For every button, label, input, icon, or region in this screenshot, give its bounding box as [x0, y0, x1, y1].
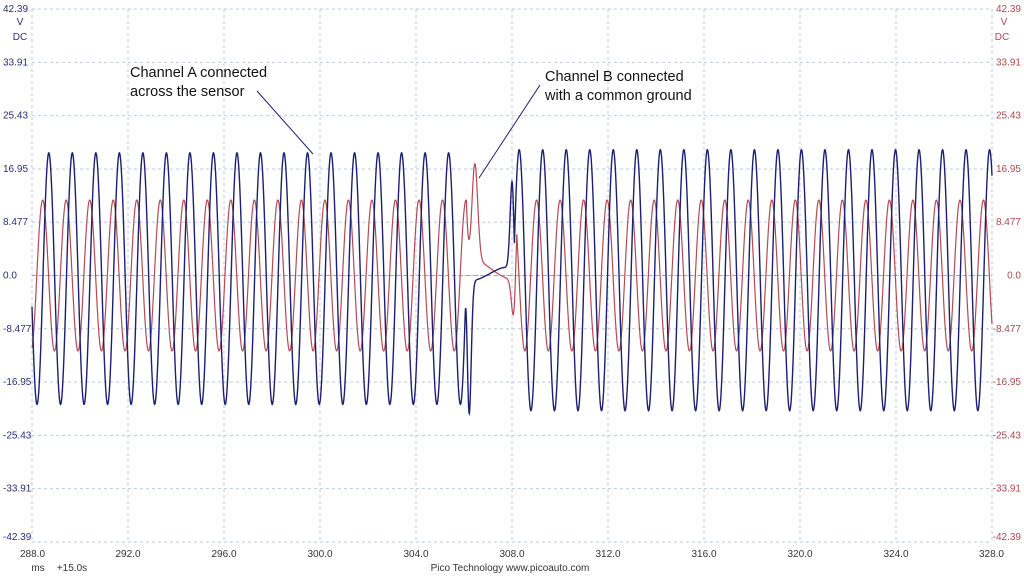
x-axis: ms +15.0s 288.0 292.0 296.0 300.0 304.0 308.0… — [20, 549, 1004, 574]
right-tick-label: 33.91 — [996, 57, 1021, 68]
x-tick-label: 316.0 — [691, 549, 716, 560]
right-y-axis: V DC 42.39 33.91 25.43 16.95 8.477 0.0 -8.477 -… — [993, 4, 1022, 543]
traces — [31, 148, 993, 417]
right-tick-label: -25.43 — [993, 430, 1022, 441]
right-tick-label: 8.477 — [996, 217, 1021, 228]
left-tick-label: -16.95 — [3, 377, 32, 388]
right-coupling-label: DC — [995, 32, 1009, 43]
annotation-channel-a-line: across the sensor — [130, 84, 245, 100]
x-tick-label: 308.0 — [499, 549, 524, 560]
annotation-b-leader-line — [478, 84, 541, 179]
left-unit-label: V — [17, 17, 24, 28]
left-tick-label: -33.91 — [3, 484, 32, 495]
x-tick-label: 328.0 — [979, 549, 1004, 560]
right-tick-label: -16.95 — [993, 377, 1022, 388]
x-tick-label: 324.0 — [883, 549, 908, 560]
footer-brand: Pico Technology www.picoauto.com — [431, 563, 590, 574]
x-tick-label: 288.0 — [20, 549, 45, 560]
left-y-axis: V DC 42.39 33.91 25.43 16.95 8.477 0.0 -8.477 -… — [3, 4, 32, 543]
left-tick-label: 25.43 — [3, 111, 28, 122]
left-tick-label: -8.477 — [3, 324, 32, 335]
annotation-channel-b: Channel B connected with a common ground — [544, 69, 692, 104]
x-offset-label: +15.0s — [57, 563, 87, 574]
annotation-a-leader-line — [256, 90, 314, 155]
right-tick-label: 25.43 — [996, 111, 1021, 122]
left-tick-label: 0.0 — [3, 271, 17, 282]
annotations: Channel A connected across the sensorChan… — [130, 65, 692, 179]
left-tick-label: 42.39 — [3, 4, 28, 15]
annotation-channel-b-line: Channel B connected — [545, 69, 684, 85]
x-tick-label: 304.0 — [403, 549, 428, 560]
annotation-channel-a-line: Channel A connected — [130, 65, 267, 81]
left-coupling-label: DC — [13, 32, 27, 43]
left-tick-label: -42.39 — [3, 532, 32, 543]
x-tick-label: 292.0 — [115, 549, 140, 560]
right-tick-label: 0.0 — [1007, 271, 1021, 282]
right-unit-label: V — [1001, 17, 1008, 28]
right-tick-label: -33.91 — [993, 484, 1022, 495]
channel-b-trace — [31, 162, 993, 352]
left-tick-label: 33.91 — [3, 57, 28, 68]
x-tick-label: 296.0 — [211, 549, 236, 560]
left-tick-label: 8.477 — [3, 217, 28, 228]
x-tick-label: 320.0 — [787, 549, 812, 560]
left-tick-label: -25.43 — [3, 430, 32, 441]
x-unit-label: ms — [31, 563, 44, 574]
annotation-channel-b-line: with a common ground — [544, 88, 692, 104]
right-tick-label: -8.477 — [993, 324, 1022, 335]
channel-a-trace — [31, 148, 993, 417]
x-tick-label: 312.0 — [595, 549, 620, 560]
left-tick-label: 16.95 — [3, 164, 28, 175]
right-tick-label: 16.95 — [996, 164, 1021, 175]
right-tick-label: 42.39 — [996, 4, 1021, 15]
x-tick-label: 300.0 — [307, 549, 332, 560]
right-tick-label: -42.39 — [993, 532, 1022, 543]
annotation-channel-a: Channel A connected across the sensor — [130, 65, 267, 100]
